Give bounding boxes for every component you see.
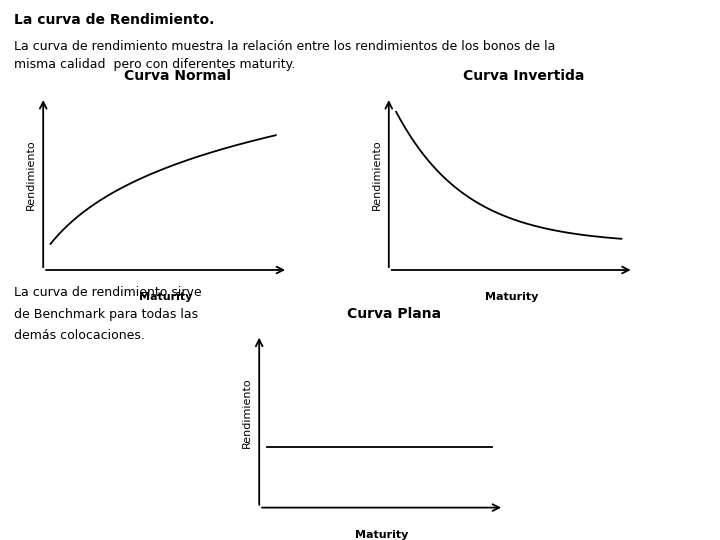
Text: Maturity: Maturity — [139, 293, 192, 302]
Text: misma calidad  pero con diferentes maturity.: misma calidad pero con diferentes maturi… — [14, 58, 296, 71]
Text: Rendimiento: Rendimiento — [372, 140, 382, 210]
Text: La curva de Rendimiento.: La curva de Rendimiento. — [14, 14, 215, 28]
Text: La curva de rendimiento sirve: La curva de rendimiento sirve — [14, 286, 202, 299]
Text: Maturity: Maturity — [355, 530, 408, 540]
Text: Maturity: Maturity — [485, 293, 538, 302]
Text: demás colocaciones.: demás colocaciones. — [14, 329, 145, 342]
Text: La curva de rendimiento muestra la relación entre los rendimientos de los bonos : La curva de rendimiento muestra la relac… — [14, 40, 556, 53]
Text: de Benchmark para todas las: de Benchmark para todas las — [14, 308, 199, 321]
Text: Rendimiento: Rendimiento — [242, 377, 252, 448]
Text: Rendimiento: Rendimiento — [26, 140, 36, 210]
Text: Curva Invertida: Curva Invertida — [463, 69, 584, 83]
Text: Curva Normal: Curva Normal — [125, 69, 231, 83]
Text: Curva Plana: Curva Plana — [347, 307, 441, 321]
